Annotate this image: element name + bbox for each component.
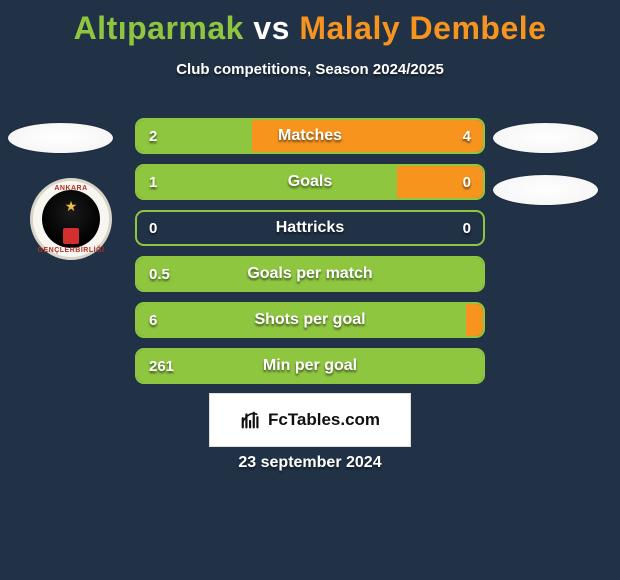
crest-inner-icon — [42, 190, 100, 248]
stat-row: 0.5Goals per match — [135, 256, 485, 292]
stat-label: Goals per match — [137, 258, 483, 290]
right-club-badge-placeholder-2 — [493, 175, 598, 205]
left-club-crest: ANKARA GENÇLERBİRLİĞİ — [30, 178, 112, 260]
crest-bottom-text: GENÇLERBİRLİĞİ — [38, 247, 105, 254]
player2-name: Malaly Dembele — [299, 10, 546, 46]
stat-label: Matches — [137, 120, 483, 152]
vs-text: vs — [253, 10, 290, 46]
player1-name: Altıparmak — [74, 10, 244, 46]
comparison-title: Altıparmak vs Malaly Dembele — [0, 0, 620, 47]
stat-label: Min per goal — [137, 350, 483, 382]
stat-row: 6Shots per goal — [135, 302, 485, 338]
stat-row: 00Hattricks — [135, 210, 485, 246]
stat-row: 10Goals — [135, 164, 485, 200]
left-club-badge-placeholder — [8, 123, 113, 153]
stats-container: 24Matches 10Goals 00Hattricks 0.5Goals per … — [135, 118, 485, 394]
subtitle: Club competitions, Season 2024/2025 — [0, 61, 620, 78]
brand-text: FcTables.com — [268, 410, 380, 430]
stat-row: 261Min per goal — [135, 348, 485, 384]
right-club-badge-placeholder-1 — [493, 123, 598, 153]
stat-row: 24Matches — [135, 118, 485, 154]
brand-logo-icon — [240, 409, 262, 431]
footer-date: 23 september 2024 — [0, 454, 620, 472]
brand-badge: FcTables.com — [210, 394, 410, 446]
stat-label: Shots per goal — [137, 304, 483, 336]
stat-label: Goals — [137, 166, 483, 198]
stat-label: Hattricks — [137, 212, 483, 244]
